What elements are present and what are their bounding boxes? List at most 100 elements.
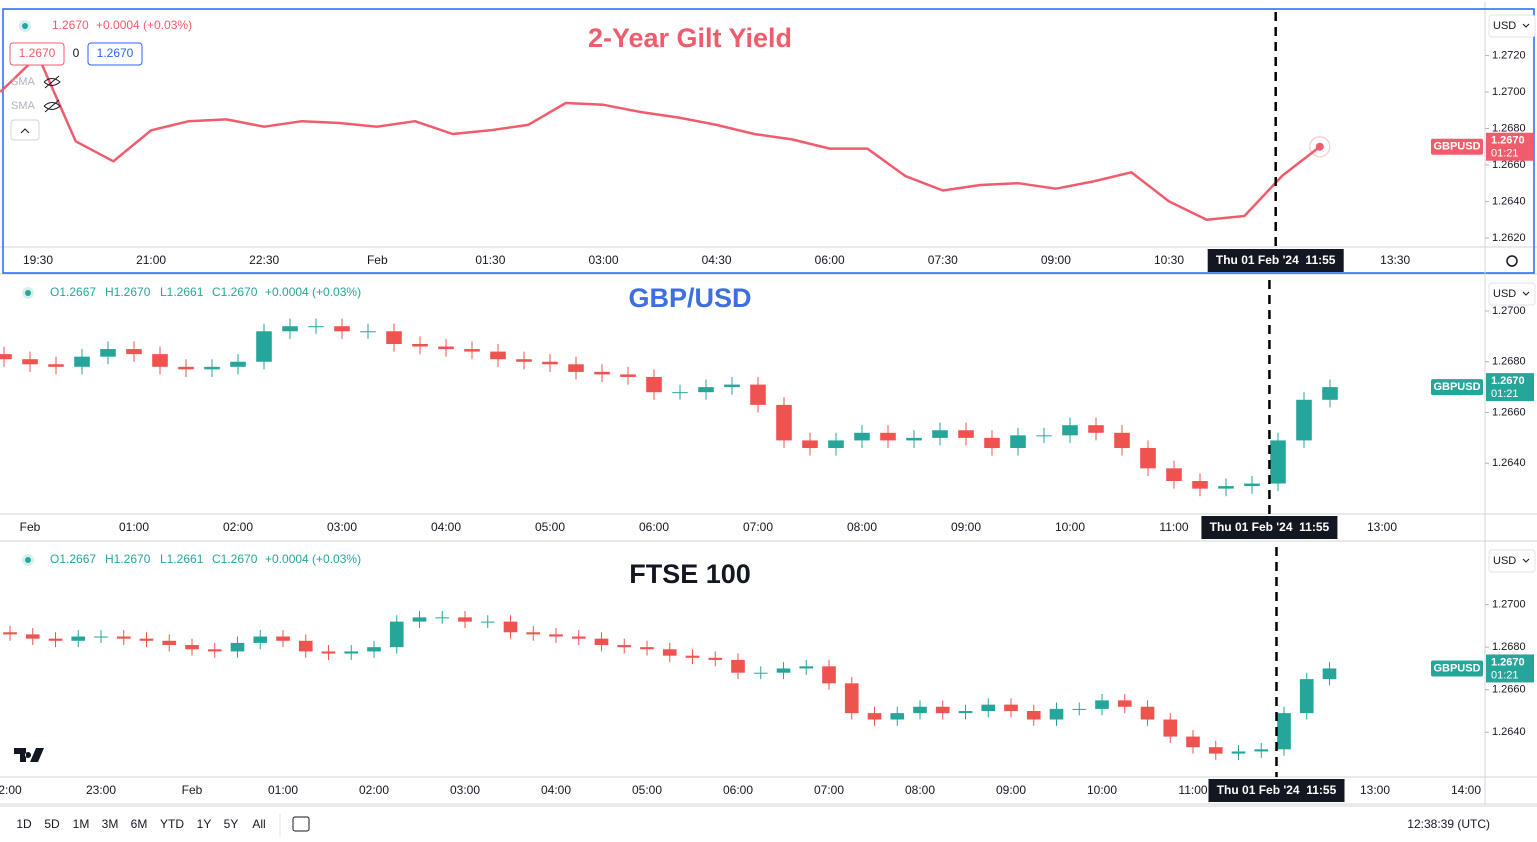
x-tick-label: 09:00 (951, 520, 981, 534)
candle-body (685, 655, 700, 658)
currency-button[interactable] (1488, 282, 1536, 306)
indicator-label: SMA (11, 76, 36, 88)
x-tick-label: 05:00 (535, 520, 565, 534)
candle-body (571, 636, 586, 639)
x-tick-label: 06:00 (815, 253, 845, 267)
x-tick-label: 11:00 (1159, 520, 1188, 534)
candle-body (906, 437, 922, 441)
settings-icon[interactable] (1506, 255, 1518, 267)
currency-label: USD (1493, 20, 1516, 32)
candle-body (708, 657, 723, 660)
legend-ohlc: +0.0004 (+0.03%) (265, 285, 361, 299)
x-tick-label: 04:00 (431, 520, 461, 534)
candle-body (178, 366, 194, 370)
candle-body (724, 384, 740, 388)
candle-body (94, 636, 108, 638)
candle-body (1277, 713, 1291, 750)
x-tick-label: 2:00 (0, 783, 22, 797)
chart-title: FTSE 100 (629, 559, 751, 589)
legend-ohlc: +0.0004 (+0.03%) (265, 552, 361, 566)
x-tick-label: 04:30 (702, 253, 732, 267)
currency-label: USD (1493, 288, 1516, 300)
candle-body (503, 621, 518, 633)
legend-ohlc: O1.2667 (50, 285, 96, 299)
countdown-label: 01:21 (1491, 388, 1519, 400)
candle-body (412, 343, 428, 347)
y-tick-label: 1.2680 (1492, 122, 1526, 134)
candle-body (1010, 435, 1026, 449)
candle-body (230, 642, 245, 652)
candle-body (386, 331, 402, 344)
candle-body (549, 634, 563, 637)
candle-body (932, 430, 948, 438)
candle-body (1004, 704, 1018, 712)
candle-body (802, 440, 818, 449)
indicator-label: SMA (11, 100, 36, 112)
x-tick-label: 10:30 (1154, 253, 1184, 267)
chevron (1522, 23, 1530, 28)
range-button[interactable]: 1Y (197, 817, 212, 831)
last-price-tag (1486, 132, 1534, 161)
symbol-tag (1431, 660, 1483, 677)
candle-body (344, 651, 359, 654)
input-box[interactable] (87, 42, 143, 66)
range-button[interactable]: 3M (102, 817, 119, 831)
candle-body (3, 632, 17, 635)
range-button[interactable]: 5Y (224, 817, 239, 831)
currency-button[interactable] (1488, 549, 1536, 573)
x-tick-label: 14:00 (1451, 783, 1481, 797)
candle-body (389, 621, 404, 648)
candle-body (480, 621, 495, 623)
date-range-icon[interactable] (292, 816, 310, 832)
range-button[interactable]: 6M (131, 817, 148, 831)
crosshair-time-box (1207, 249, 1344, 272)
candle-body (464, 349, 480, 352)
clock: 12:38:39 (UTC) (1407, 817, 1490, 831)
candle-body (282, 326, 298, 332)
candle-body (22, 359, 38, 365)
collapse-icon (20, 128, 30, 134)
candle-body (1231, 751, 1246, 754)
x-tick-label: 19:30 (23, 253, 53, 267)
x-tick-label: 10:00 (1087, 783, 1117, 797)
range-button[interactable]: 1M (73, 817, 90, 831)
x-tick-label: 08:00 (905, 783, 935, 797)
candle-body (1322, 668, 1337, 680)
x-tick-label: 11:00 (1178, 783, 1207, 797)
x-tick-label: 10:00 (1055, 520, 1085, 534)
currency-button[interactable] (1488, 14, 1536, 38)
candle-body (750, 384, 766, 405)
candle-body (458, 617, 472, 622)
hidden-eye-icon[interactable] (43, 99, 61, 113)
y-tick-label: 1.2640 (1492, 457, 1526, 469)
candle-body (646, 376, 662, 393)
hidden-eye-icon[interactable] (43, 75, 61, 89)
candle-body (412, 617, 427, 622)
x-tick-label: 02:00 (359, 783, 389, 797)
x-tick-label: Feb (182, 783, 203, 797)
candle-body (935, 706, 950, 714)
range-button[interactable]: 1D (16, 817, 32, 831)
y-tick-label: 1.2700 (1492, 305, 1526, 317)
crosshair-time-label: Thu 01 Feb '24 11:55 (1210, 520, 1330, 534)
collapse-button[interactable] (10, 119, 40, 141)
candle-body (100, 349, 116, 357)
x-tick-label: 13:00 (1360, 783, 1390, 797)
last-point-halo (1309, 136, 1331, 158)
input-box[interactable] (9, 42, 65, 66)
candle-body (71, 636, 86, 641)
x-tick-label: 07:00 (814, 783, 844, 797)
range-button[interactable]: YTD (160, 817, 184, 831)
input-value: 1.2670 (19, 46, 56, 60)
candle-body (958, 430, 974, 438)
status-dot (25, 290, 31, 296)
candle-body (1322, 387, 1338, 400)
range-button[interactable]: All (252, 817, 265, 831)
range-button[interactable]: 5D (44, 817, 60, 831)
currency-label: USD (1493, 555, 1516, 567)
candle-body (1254, 749, 1269, 752)
candle-body (48, 364, 64, 367)
